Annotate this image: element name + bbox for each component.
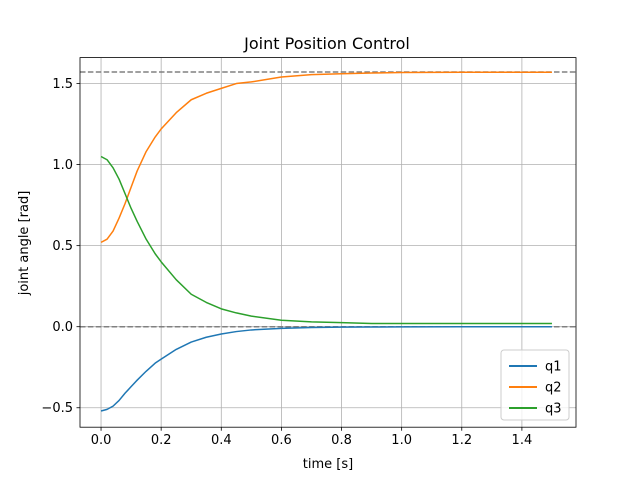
- y-axis-label: joint angle [rad]: [17, 191, 32, 297]
- x-tick-label: 1.0: [391, 433, 412, 448]
- y-axis-ticks: −0.5 0.0 0.5 1.0 1.5: [41, 77, 80, 416]
- y-tick-label: 0.0: [52, 320, 73, 335]
- y-tick-label: 1.0: [52, 158, 73, 173]
- legend-label-q3: q3: [545, 402, 562, 417]
- y-tick-label: 0.5: [52, 239, 73, 254]
- plot-area-frame: [79, 57, 577, 428]
- series-line-q2: [100, 71, 552, 244]
- y-tick-label: −0.5: [41, 401, 73, 416]
- series-line-q1: [100, 325, 552, 412]
- x-tick-label: 0.0: [91, 433, 112, 448]
- legend: q1 q2 q3: [500, 349, 570, 421]
- chart-title: Joint Position Control: [243, 34, 410, 53]
- x-tick-label: 1.4: [512, 433, 533, 448]
- legend-label-q2: q2: [545, 381, 562, 396]
- x-axis-label: time [s]: [303, 457, 353, 472]
- x-tick-label: 0.2: [151, 433, 172, 448]
- x-tick-label: 0.6: [271, 433, 292, 448]
- series-line-q3: [100, 155, 552, 325]
- legend-label-q1: q1: [545, 360, 562, 375]
- x-tick-label: 0.8: [331, 433, 352, 448]
- series-lines: [100, 71, 552, 412]
- x-tick-label: 0.4: [211, 433, 232, 448]
- y-tick-label: 1.5: [52, 77, 73, 92]
- x-tick-label: 1.2: [451, 433, 472, 448]
- x-axis-ticks: 0.0 0.2 0.4 0.6 0.8 1.0 1.2 1.4: [91, 427, 533, 448]
- legend-box: [500, 349, 570, 421]
